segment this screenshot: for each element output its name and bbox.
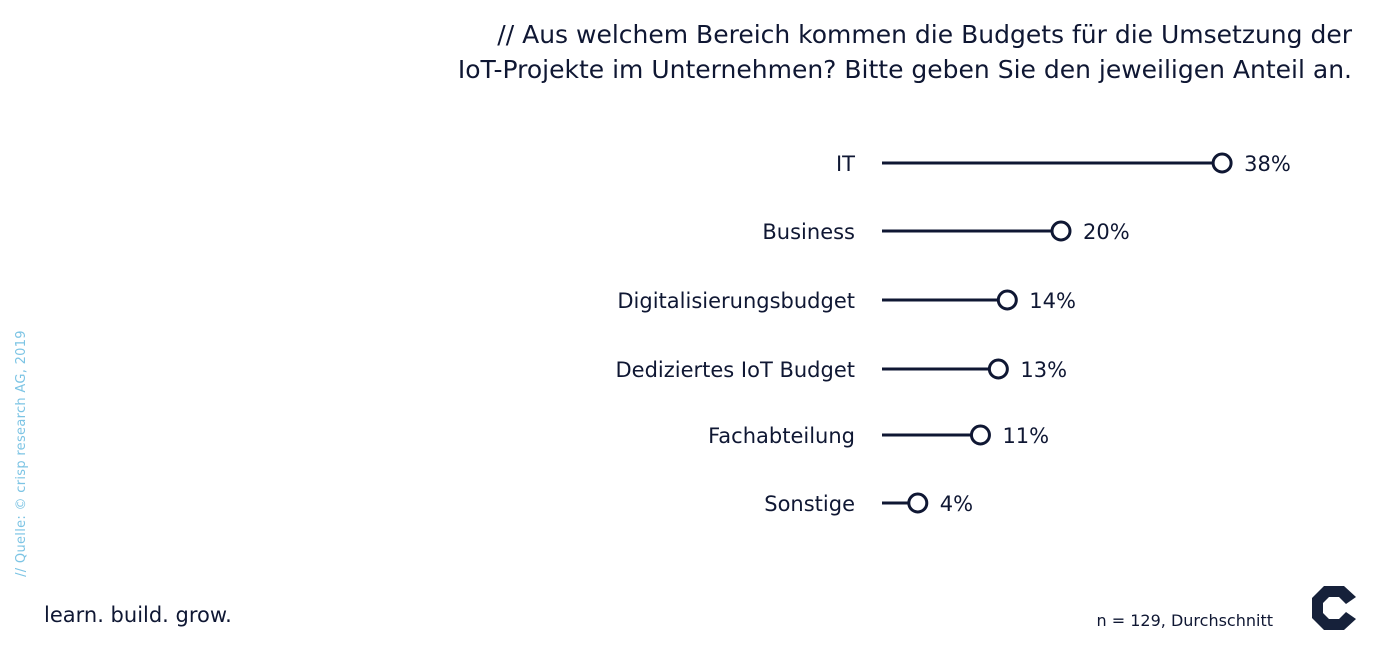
value-label-sonstige: 4% <box>940 492 973 516</box>
source-note: // Quelle: © crisp research AG, 2019 <box>8 326 35 580</box>
category-label-digitalisierungsbudget: Digitalisierungsbudget <box>617 289 855 313</box>
value-label-dediziertes-iot-budget: 13% <box>1020 358 1067 382</box>
sample-footnote: n = 129, Durchschnitt <box>1096 611 1273 630</box>
chart-title-line-2: IoT-Projekte im Unternehmen? Bitte geben… <box>457 55 1352 84</box>
lollipop-marker-it <box>1211 152 1233 174</box>
source-note-text: // Quelle: © crisp research AG, 2019 <box>14 329 29 577</box>
category-label-fachabteilung: Fachabteilung <box>708 424 855 448</box>
category-label-dediziertes-iot-budget: Dediziertes IoT Budget <box>615 358 855 382</box>
category-label-business: Business <box>762 220 855 244</box>
value-label-digitalisierungsbudget: 14% <box>1029 289 1076 313</box>
category-label-it: IT <box>836 152 855 176</box>
value-label-it: 38% <box>1244 152 1291 176</box>
lollipop-marker-fachabteilung <box>969 424 991 446</box>
lollipop-marker-digitalisierungsbudget <box>996 289 1018 311</box>
lollipop-marker-sonstige <box>907 492 929 514</box>
category-label-sonstige: Sonstige <box>764 492 855 516</box>
logo-shape <box>1312 586 1356 630</box>
chart-title: // Aus welchem Bereich kommen die Budget… <box>452 17 1352 87</box>
chart-title-line-1: // Aus welchem Bereich kommen die Budget… <box>497 20 1352 49</box>
crisp-c-logo-icon <box>1312 586 1356 630</box>
value-label-business: 20% <box>1083 220 1130 244</box>
lollipop-marker-business <box>1050 220 1072 242</box>
tagline: learn. build. grow. <box>44 603 232 627</box>
lollipop-marker-dediziertes-iot-budget <box>987 358 1009 380</box>
value-label-fachabteilung: 11% <box>1002 424 1049 448</box>
